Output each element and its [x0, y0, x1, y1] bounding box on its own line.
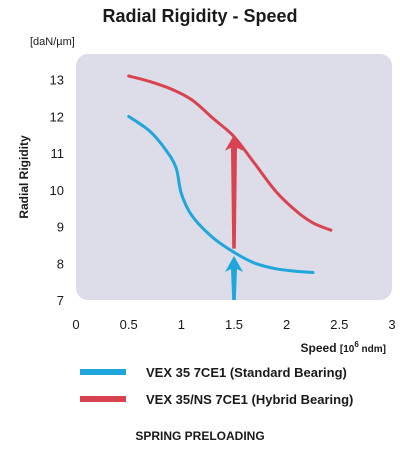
- x-tick-label: 0: [72, 317, 79, 332]
- y-axis-unit: [daN/µm]: [30, 36, 75, 48]
- arrow-hybrid-increase: [225, 134, 243, 249]
- y-axis-label: Radial Rigidity: [17, 135, 31, 219]
- y-tick-label: 11: [51, 146, 65, 161]
- legend-swatch-hybrid: [80, 396, 126, 402]
- legend-swatch-standard: [80, 369, 126, 375]
- y-tick-label: 7: [57, 293, 64, 308]
- series-line-standard: [127, 114, 315, 274]
- y-tick-label: 13: [50, 73, 64, 88]
- legend-item-standard: VEX 35 7CE1 (Standard Bearing): [80, 363, 347, 381]
- y-tick-label: 10: [50, 183, 64, 198]
- y-tick-label: 12: [50, 109, 64, 124]
- x-tick-label: 2.5: [330, 317, 348, 332]
- x-tick-label: 2: [283, 317, 290, 332]
- arrow-standard: [225, 255, 243, 300]
- x-tick-label: 1: [178, 317, 185, 332]
- legend-item-hybrid: VEX 35/NS 7CE1 (Hybrid Bearing): [80, 390, 353, 408]
- y-tick-label: 8: [57, 256, 64, 271]
- footer-caption: SPRING PRELOADING: [135, 429, 265, 443]
- x-tick-label: 0.5: [120, 317, 138, 332]
- legend-label-hybrid: VEX 35/NS 7CE1 (Hybrid Bearing): [146, 391, 354, 407]
- x-axis-label: Speed [106 ndm]: [301, 340, 386, 355]
- chart-title: Radial Rigidity - Speed: [102, 6, 298, 26]
- x-tick-label: 1.5: [225, 317, 243, 332]
- x-tick-label: 3: [388, 317, 395, 332]
- y-tick-label: 9: [57, 220, 64, 235]
- legend-label-standard: VEX 35 7CE1 (Standard Bearing): [146, 364, 347, 380]
